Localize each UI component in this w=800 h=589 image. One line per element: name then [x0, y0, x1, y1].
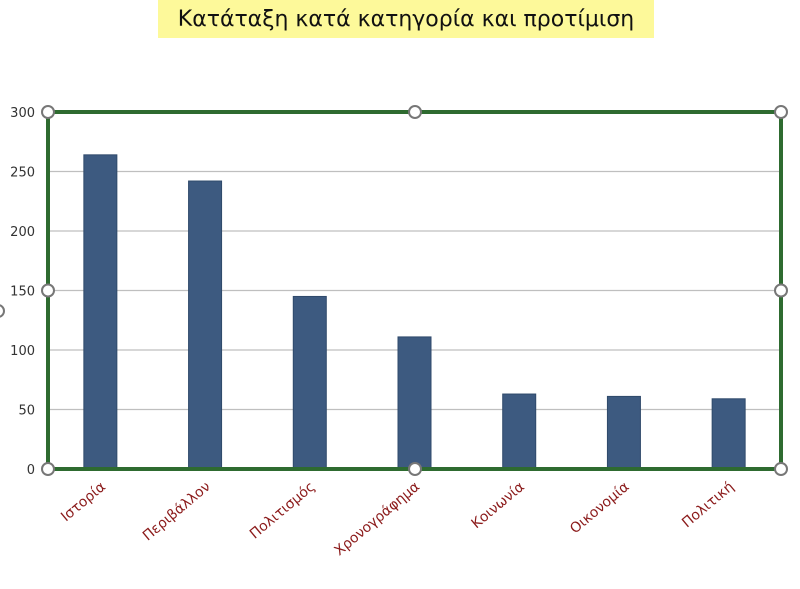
- x-tick-label: Περιβάλλον: [140, 479, 214, 545]
- bar[interactable]: [397, 336, 432, 470]
- x-tick-label: Πολιτισμός: [247, 479, 318, 543]
- y-tick-label: 100: [10, 344, 35, 359]
- y-tick-label: 50: [18, 404, 35, 419]
- resize-handle[interactable]: [408, 105, 422, 119]
- chart-title: Κατάταξη κατά κατηγορία και προτίμιση: [177, 6, 635, 32]
- x-axis-ticks: Ιστορία Περιβάλλον Πολιτισμός Χρονογράφημα Κ…: [58, 479, 737, 560]
- selection-frame[interactable]: [0, 105, 788, 476]
- chart-title-box[interactable]: Κατάταξη κατά κατηγορία και προτίμιση: [158, 0, 654, 38]
- resize-handle[interactable]: [774, 283, 788, 298]
- bar[interactable]: [606, 395, 641, 470]
- y-tick-label: 300: [10, 106, 35, 121]
- bar[interactable]: [292, 295, 327, 470]
- resize-handle[interactable]: [41, 105, 55, 119]
- bars: [83, 154, 746, 470]
- bar[interactable]: [188, 180, 223, 470]
- x-tick-label: Ιστορία: [58, 479, 109, 525]
- y-tick-label: 250: [10, 166, 35, 181]
- resize-handle[interactable]: [774, 462, 788, 476]
- resize-handle[interactable]: [41, 462, 55, 476]
- y-tick-label: 150: [10, 285, 35, 300]
- resize-handle[interactable]: [0, 304, 5, 318]
- x-tick-label: Κοινωνία: [469, 479, 528, 532]
- x-tick-label: Χρονογράφημα: [332, 479, 424, 559]
- x-tick-label: Πολιτική: [679, 479, 737, 531]
- y-tick-label: 200: [10, 225, 35, 240]
- y-axis-ticks: 0 50 100 150 200 250 300: [10, 106, 35, 478]
- y-tick-label: 0: [27, 463, 35, 478]
- resize-handle[interactable]: [41, 283, 55, 298]
- bar[interactable]: [83, 154, 118, 470]
- bar[interactable]: [502, 393, 537, 470]
- resize-handle[interactable]: [774, 105, 788, 119]
- resize-handle[interactable]: [408, 462, 422, 476]
- x-tick-label: Οικονομία: [567, 479, 632, 537]
- bar[interactable]: [711, 398, 746, 470]
